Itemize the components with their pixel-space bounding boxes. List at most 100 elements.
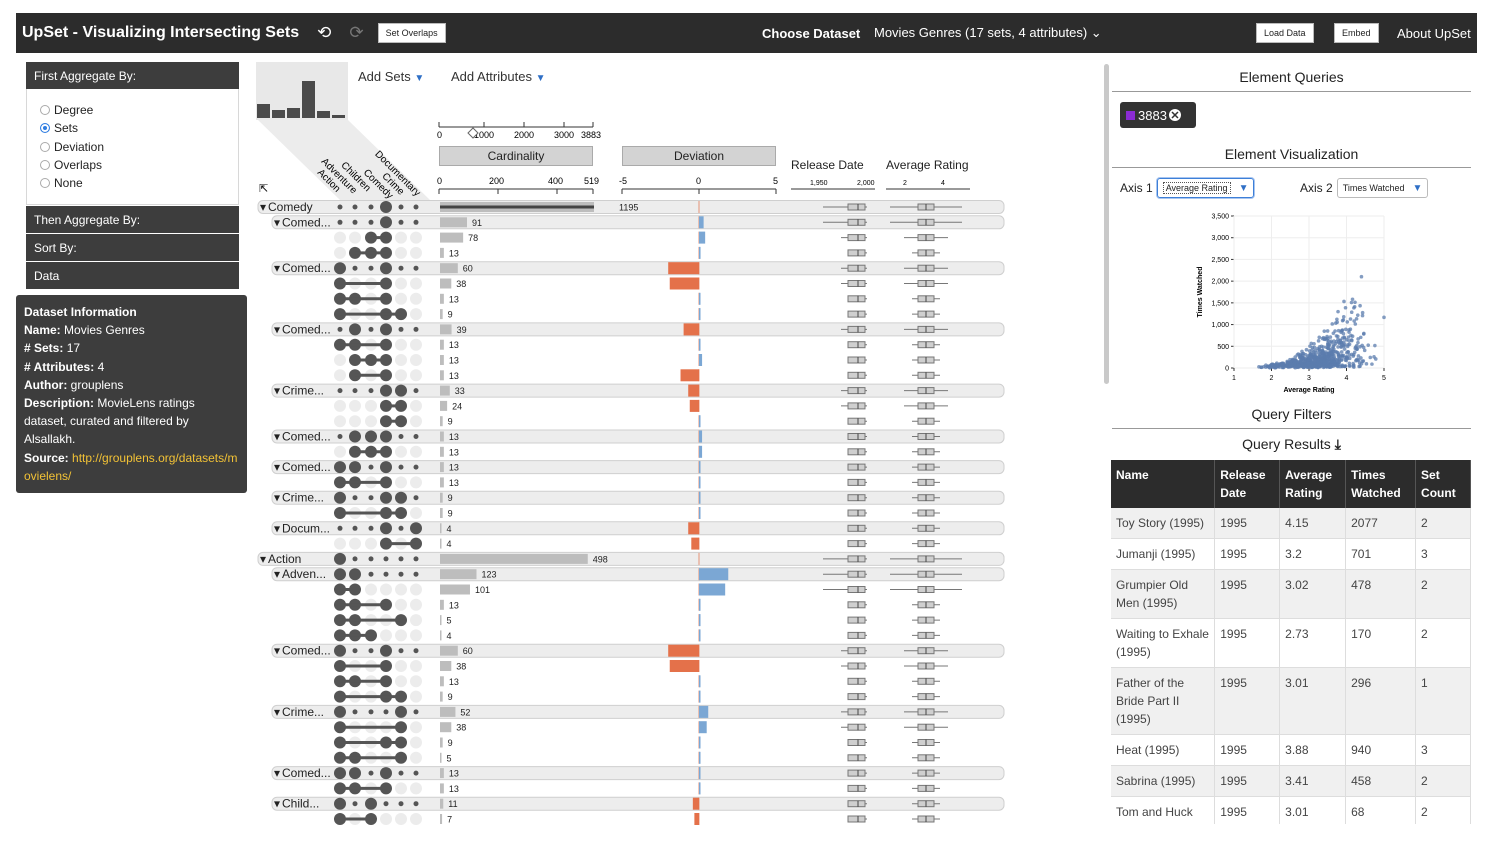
- average-rating-header[interactable]: Average Rating: [886, 158, 969, 172]
- upset-row[interactable]: ▾ Comedy 1195: [257, 200, 1005, 214]
- then-aggregate-header[interactable]: Then Aggregate By:: [26, 206, 239, 233]
- upset-row[interactable]: 13: [334, 476, 940, 489]
- axis2-select[interactable]: Times Watched ▼: [1336, 178, 1429, 198]
- undo-icon[interactable]: ⟲: [317, 23, 332, 42]
- upset-row[interactable]: 4: [334, 537, 940, 550]
- source-link[interactable]: http://grouplens.org/datasets/movielens/: [24, 450, 238, 483]
- first-aggregate-header[interactable]: First Aggregate By:: [26, 62, 239, 89]
- upset-row[interactable]: 13: [334, 338, 940, 351]
- load-data-button[interactable]: Load Data: [1256, 23, 1314, 43]
- add-sets-menu[interactable]: Add Sets ▼: [358, 69, 424, 84]
- table-row[interactable]: Toy Story (1995) 1995 4.15 2077 2: [1111, 508, 1471, 539]
- upset-row[interactable]: 4: [334, 629, 940, 642]
- expand-toggle-icon: ▾: [274, 521, 280, 535]
- table-cell: Sabrina (1995): [1111, 765, 1216, 797]
- radio-degree[interactable]: Degree: [40, 101, 238, 119]
- upset-row[interactable]: ▾ Comed... 13: [271, 766, 1005, 781]
- radio-dot[interactable]: [40, 141, 50, 152]
- upset-row[interactable]: 101: [334, 583, 962, 596]
- column-header[interactable]: Name: [1111, 460, 1216, 508]
- upset-row[interactable]: 9: [334, 415, 940, 428]
- matrix-dot-off: [380, 583, 392, 596]
- table-row[interactable]: Waiting to Exhale (1995) 1995 2.73 170 2: [1111, 618, 1471, 668]
- upset-row[interactable]: 9: [334, 308, 940, 321]
- upset-row[interactable]: ▾ Comed... 39: [271, 322, 1005, 337]
- upset-row[interactable]: 13: [334, 246, 940, 259]
- download-icon[interactable]: ⤓: [1334, 436, 1341, 452]
- column-header[interactable]: Release Date: [1214, 460, 1281, 508]
- embed-button[interactable]: Embed: [1334, 23, 1379, 43]
- upset-row[interactable]: ▾ Docum... 4: [271, 521, 1005, 536]
- upset-row[interactable]: 13: [334, 782, 940, 795]
- scatter-plot[interactable]: 0 500 1,000 1,500 2,000 2,500 3,000 3,500 1 2 3 4 5 A…: [1190, 208, 1400, 398]
- release-date-header[interactable]: Release Date: [791, 158, 864, 172]
- upset-row[interactable]: 9: [334, 690, 940, 703]
- radio-dot[interactable]: [40, 160, 50, 171]
- table-row[interactable]: Jumanji (1995) 1995 3.2 701 3: [1111, 538, 1471, 570]
- table-row[interactable]: Heat (1995) 1995 3.88 940 3: [1111, 734, 1471, 766]
- radio-dot[interactable]: [40, 105, 50, 116]
- matrix-dot-small: [398, 434, 404, 439]
- axis1-select[interactable]: Average Rating ▼: [1156, 178, 1255, 198]
- radio-dot[interactable]: [40, 178, 50, 189]
- close-icon[interactable]: ✕: [1168, 109, 1181, 122]
- data-header[interactable]: Data: [26, 262, 239, 289]
- radio-sets[interactable]: Sets: [40, 119, 238, 137]
- sort-by-header[interactable]: Sort By:: [26, 234, 239, 261]
- set-overlaps-button[interactable]: Set Overlaps: [377, 23, 446, 43]
- upset-row[interactable]: 9: [334, 736, 940, 749]
- upset-row[interactable]: 13: [334, 598, 940, 611]
- upset-row[interactable]: 24: [334, 399, 948, 412]
- scrollbar[interactable]: [1104, 64, 1109, 384]
- group-row-background: [271, 704, 1005, 719]
- upset-row[interactable]: 78: [334, 231, 948, 244]
- scatter-point: [1308, 344, 1312, 348]
- column-header[interactable]: Times Watched: [1345, 460, 1417, 508]
- table-row[interactable]: Sabrina (1995) 1995 3.41 458 2: [1111, 765, 1471, 797]
- upset-row[interactable]: 5: [334, 751, 940, 764]
- table-row[interactable]: Grumpier Old Men (1995) 1995 3.02 478 2: [1111, 569, 1471, 619]
- upset-row[interactable]: ▾ Child... 11: [271, 796, 1005, 811]
- matrix-dot-off: [410, 445, 422, 458]
- redo-icon[interactable]: ⟳: [349, 23, 364, 42]
- add-attributes-menu[interactable]: Add Attributes ▼: [451, 69, 545, 84]
- upset-row[interactable]: ▾ Crime... 9: [271, 490, 1005, 505]
- scatter-point: [1347, 361, 1352, 366]
- upset-row[interactable]: ▾ Adven... 123: [271, 567, 1005, 582]
- upset-row[interactable]: 13: [334, 369, 940, 382]
- upset-row[interactable]: ▾ Comed... 60: [271, 261, 1005, 276]
- upset-row[interactable]: ▾ Comed... 13: [271, 429, 1005, 444]
- upset-row[interactable]: ▾ Comed... 91: [271, 215, 1005, 230]
- upset-row[interactable]: ▾ Comed... 60: [271, 643, 1005, 658]
- radio-none[interactable]: None: [40, 174, 238, 192]
- upset-row[interactable]: 38: [334, 660, 948, 672]
- upset-row[interactable]: 13: [334, 675, 940, 688]
- upset-row[interactable]: ▾ Action 498: [257, 551, 1005, 566]
- table-row[interactable]: Father of the Bride Part II (1995) 1995 3.…: [1111, 667, 1471, 735]
- radio-overlaps[interactable]: Overlaps: [40, 156, 238, 174]
- radio-deviation[interactable]: Deviation: [40, 138, 238, 156]
- upset-row[interactable]: 13: [334, 292, 940, 305]
- upset-row[interactable]: 13: [334, 354, 940, 366]
- upset-row[interactable]: 9: [334, 507, 940, 519]
- upset-row[interactable]: ▾ Crime... 33: [271, 383, 1005, 398]
- deviation-bar: [699, 629, 701, 642]
- upset-row[interactable]: 38: [334, 721, 948, 734]
- cardinality-value: 498: [593, 554, 608, 564]
- upset-row[interactable]: ▾ Comed... 13: [271, 460, 1005, 475]
- cardinality-value: 60: [463, 264, 473, 274]
- column-header[interactable]: Average Rating: [1279, 460, 1347, 508]
- deviation-header[interactable]: Deviation: [622, 146, 776, 166]
- radio-dot-selected[interactable]: [40, 123, 50, 134]
- cardinality-header[interactable]: Cardinality: [439, 146, 593, 166]
- upset-row[interactable]: 13: [334, 445, 940, 458]
- column-header[interactable]: Set Count: [1415, 460, 1471, 508]
- upset-row[interactable]: 7: [334, 813, 940, 825]
- upset-row[interactable]: 38: [334, 277, 948, 290]
- dataset-select[interactable]: Movies Genres (17 sets, 4 attributes) ⌄: [874, 25, 1102, 41]
- upset-row[interactable]: 5: [334, 614, 940, 627]
- about-link[interactable]: About UpSet: [1397, 25, 1471, 41]
- query-chip[interactable]: 3883 ✕: [1120, 102, 1196, 128]
- upset-row[interactable]: ▾ Crime... 52: [271, 704, 1005, 719]
